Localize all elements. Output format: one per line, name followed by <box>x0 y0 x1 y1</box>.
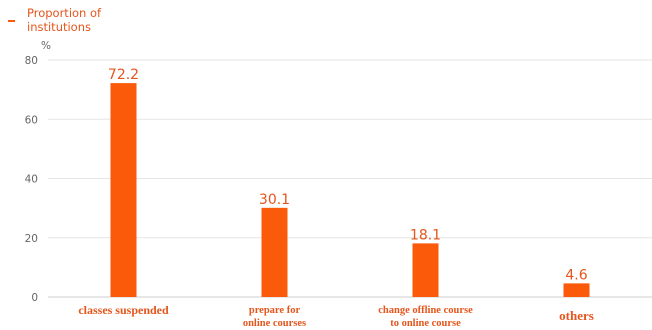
y-axis-unit: % <box>41 40 51 52</box>
y-tick-label: 80 <box>25 55 38 67</box>
data-label: 30.1 <box>259 192 290 208</box>
x-tick-label: others <box>559 308 594 323</box>
bar <box>563 283 590 297</box>
x-tick-label: to online course <box>390 318 461 329</box>
x-tick-label: online courses <box>243 318 306 329</box>
y-tick-label: 60 <box>25 114 38 126</box>
x-tick-label: change offline course <box>378 305 473 316</box>
legend: Proportion of institutions <box>8 6 137 34</box>
data-label: 4.6 <box>565 267 587 283</box>
x-tick-label: prepare for <box>249 305 301 316</box>
y-tick-label: 40 <box>25 174 38 186</box>
bar <box>412 243 439 297</box>
bars: 72.2 30.1 18.1 4.6 <box>108 67 590 297</box>
x-axis-labels: classes suspended prepare for online cours… <box>78 303 594 329</box>
legend-label: Proportion of institutions <box>27 6 102 34</box>
y-axis: 0 20 40 60 80% <box>25 40 51 304</box>
x-tick-label: classes suspended <box>78 303 169 317</box>
gridlines <box>48 59 652 298</box>
bar <box>261 207 288 297</box>
y-tick-label: 20 <box>25 233 38 245</box>
y-tick-label: 0 <box>31 292 38 304</box>
data-label: 18.1 <box>410 227 441 243</box>
data-label: 72.2 <box>108 67 139 83</box>
bar <box>110 83 137 297</box>
legend-swatch <box>8 20 15 22</box>
